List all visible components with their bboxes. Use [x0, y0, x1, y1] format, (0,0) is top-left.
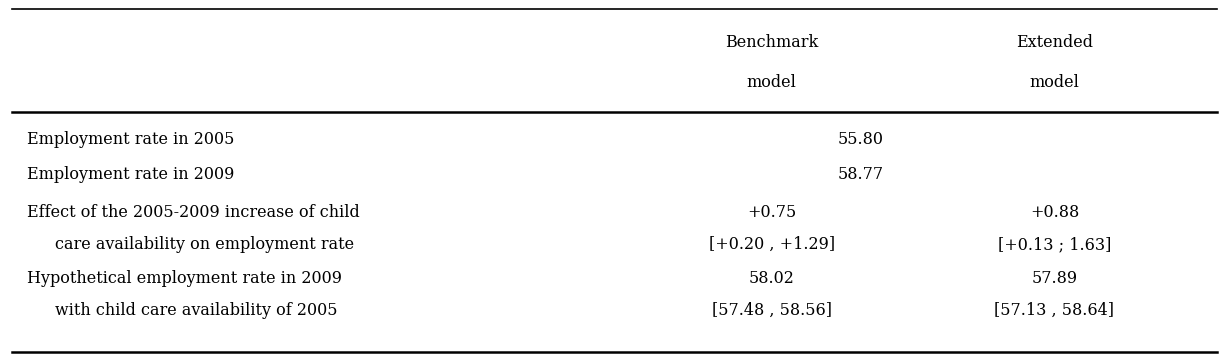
Text: +0.75: +0.75 — [747, 204, 796, 221]
Text: with child care availability of 2005: with child care availability of 2005 — [55, 302, 338, 319]
Text: Extended: Extended — [1016, 34, 1093, 51]
Text: 58.77: 58.77 — [837, 166, 884, 183]
Text: model: model — [747, 74, 796, 91]
Text: 55.80: 55.80 — [837, 131, 884, 148]
Text: [+0.20 , +1.29]: [+0.20 , +1.29] — [709, 236, 834, 253]
Text: [57.48 , 58.56]: [57.48 , 58.56] — [712, 302, 832, 319]
Text: 57.89: 57.89 — [1031, 270, 1078, 287]
Text: Employment rate in 2005: Employment rate in 2005 — [27, 131, 235, 148]
Text: [+0.13 ; 1.63]: [+0.13 ; 1.63] — [998, 236, 1111, 253]
Text: care availability on employment rate: care availability on employment rate — [55, 236, 354, 253]
Text: [57.13 , 58.64]: [57.13 , 58.64] — [994, 302, 1115, 319]
Text: Hypothetical employment rate in 2009: Hypothetical employment rate in 2009 — [27, 270, 342, 287]
Text: 58.02: 58.02 — [748, 270, 795, 287]
Text: Effect of the 2005-2009 increase of child: Effect of the 2005-2009 increase of chil… — [27, 204, 360, 221]
Text: Benchmark: Benchmark — [725, 34, 819, 51]
Text: +0.88: +0.88 — [1030, 204, 1079, 221]
Text: Employment rate in 2009: Employment rate in 2009 — [27, 166, 235, 183]
Text: model: model — [1030, 74, 1079, 91]
